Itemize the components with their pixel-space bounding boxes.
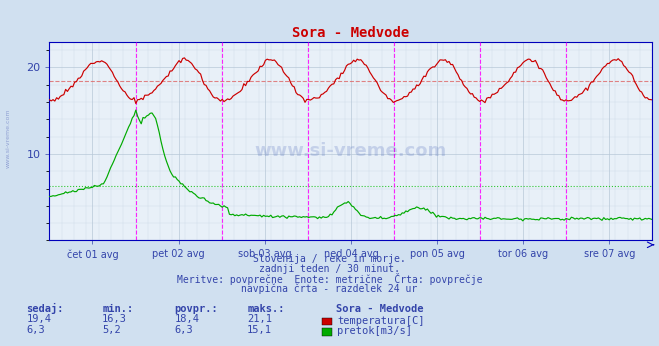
Text: Sora - Medvode: Sora - Medvode: [336, 304, 424, 314]
Text: navpična črta - razdelek 24 ur: navpična črta - razdelek 24 ur: [241, 284, 418, 294]
Text: www.si-vreme.com: www.si-vreme.com: [255, 142, 447, 160]
Text: 5,2: 5,2: [102, 325, 121, 335]
Text: Meritve: povprečne  Enote: metrične  Črta: povprečje: Meritve: povprečne Enote: metrične Črta:…: [177, 273, 482, 285]
Text: 6,3: 6,3: [26, 325, 45, 335]
Text: temperatura[C]: temperatura[C]: [337, 316, 425, 326]
Text: povpr.:: povpr.:: [175, 304, 218, 314]
Text: 6,3: 6,3: [175, 325, 193, 335]
Text: 19,4: 19,4: [26, 315, 51, 325]
Text: 18,4: 18,4: [175, 315, 200, 325]
Text: 15,1: 15,1: [247, 325, 272, 335]
Text: min.:: min.:: [102, 304, 133, 314]
Text: 21,1: 21,1: [247, 315, 272, 325]
Text: Slovenija / reke in morje.: Slovenija / reke in morje.: [253, 254, 406, 264]
Text: pretok[m3/s]: pretok[m3/s]: [337, 326, 413, 336]
Text: maks.:: maks.:: [247, 304, 285, 314]
Text: www.si-vreme.com: www.si-vreme.com: [5, 109, 11, 168]
Text: sedaj:: sedaj:: [26, 303, 64, 314]
Text: 16,3: 16,3: [102, 315, 127, 325]
Title: Sora - Medvode: Sora - Medvode: [293, 26, 409, 40]
Text: zadnji teden / 30 minut.: zadnji teden / 30 minut.: [259, 264, 400, 274]
